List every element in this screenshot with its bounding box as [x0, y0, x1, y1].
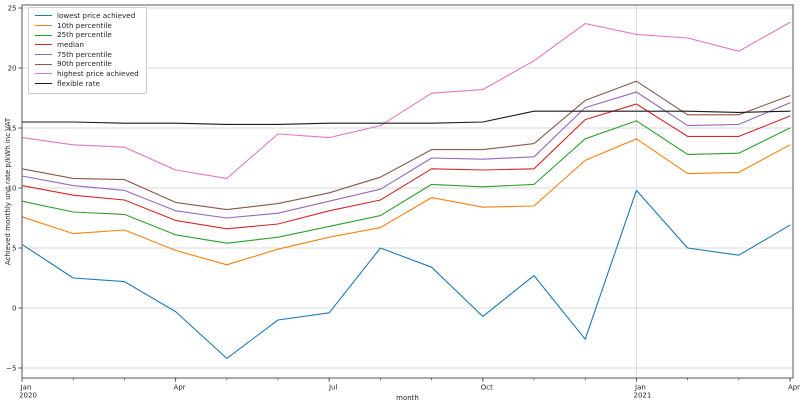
legend-swatch-line — [35, 34, 52, 36]
legend-label: 25th percentile — [57, 30, 112, 40]
x-tick-year-label: 2021 — [633, 392, 651, 400]
legend-label: 90th percentile — [57, 59, 112, 69]
plot-frame — [21, 4, 794, 379]
x-tick-label: Jan — [20, 384, 32, 392]
legend-label: median — [57, 40, 84, 50]
legend-swatch-line — [35, 44, 52, 46]
legend-label: 10th percentile — [57, 20, 112, 30]
legend-label: highest price achieved — [57, 69, 139, 79]
legend-item: 90th percentile — [35, 59, 139, 69]
legend-label: 75th percentile — [57, 49, 112, 59]
y-axis-label: Achieved monthly unit rate p/kWh inc VAT — [4, 117, 12, 265]
legend-item: 75th percentile — [35, 50, 139, 60]
series-line-flexible-rate — [21, 110, 791, 125]
legend-swatch-line — [35, 63, 52, 65]
legend-item: 25th percentile — [35, 30, 139, 40]
series-lines — [21, 21, 791, 359]
y-tick-label: 15 — [8, 125, 17, 133]
legend-item: median — [35, 40, 139, 50]
series-line-90th-percentile — [21, 80, 791, 211]
y-tick-label: 0 — [12, 305, 16, 313]
x-axis-label: month — [396, 394, 419, 402]
legend-item: lowest price achieved — [35, 11, 139, 21]
series-line-lowest-price-achieved — [21, 189, 791, 359]
series-line-median — [21, 103, 791, 230]
legend-swatch-line — [35, 15, 52, 17]
legend-item: 10th percentile — [35, 21, 139, 31]
series-line-highest-price-achieved — [21, 21, 791, 179]
x-tick-label: Apr — [788, 384, 800, 392]
x-tick-year-label: 2020 — [19, 392, 37, 400]
legend-swatch-line — [35, 83, 52, 85]
y-tick-label: −5 — [6, 365, 16, 373]
gridlines — [21, 5, 793, 378]
legend-item: highest price achieved — [35, 69, 139, 79]
y-tick-label: 10 — [8, 185, 17, 193]
y-axis: −5 0 5 10 15 20 25 — [6, 5, 22, 373]
legend-label: flexible rate — [57, 78, 100, 88]
legend-item: flexible rate — [35, 79, 139, 89]
series-line-25th-percentile — [21, 120, 791, 244]
x-tick-label: Oct — [481, 384, 493, 392]
x-tick-label: Jul — [328, 384, 338, 392]
legend-label: lowest price achieved — [57, 11, 136, 20]
legend: lowest price achieved 10th percentile 25th… — [28, 7, 147, 94]
y-tick-label: 25 — [8, 5, 17, 13]
x-tick-label: Jan — [634, 384, 646, 392]
x-tick-label: Apr — [174, 384, 186, 392]
y-tick-label: 20 — [8, 65, 17, 73]
legend-swatch-line — [35, 25, 52, 27]
y-tick-label: 5 — [12, 245, 16, 253]
series-line-10th-percentile — [21, 138, 791, 266]
legend-swatch-line — [35, 73, 52, 75]
legend-swatch-line — [35, 54, 52, 56]
series-line-75th-percentile — [21, 91, 791, 219]
